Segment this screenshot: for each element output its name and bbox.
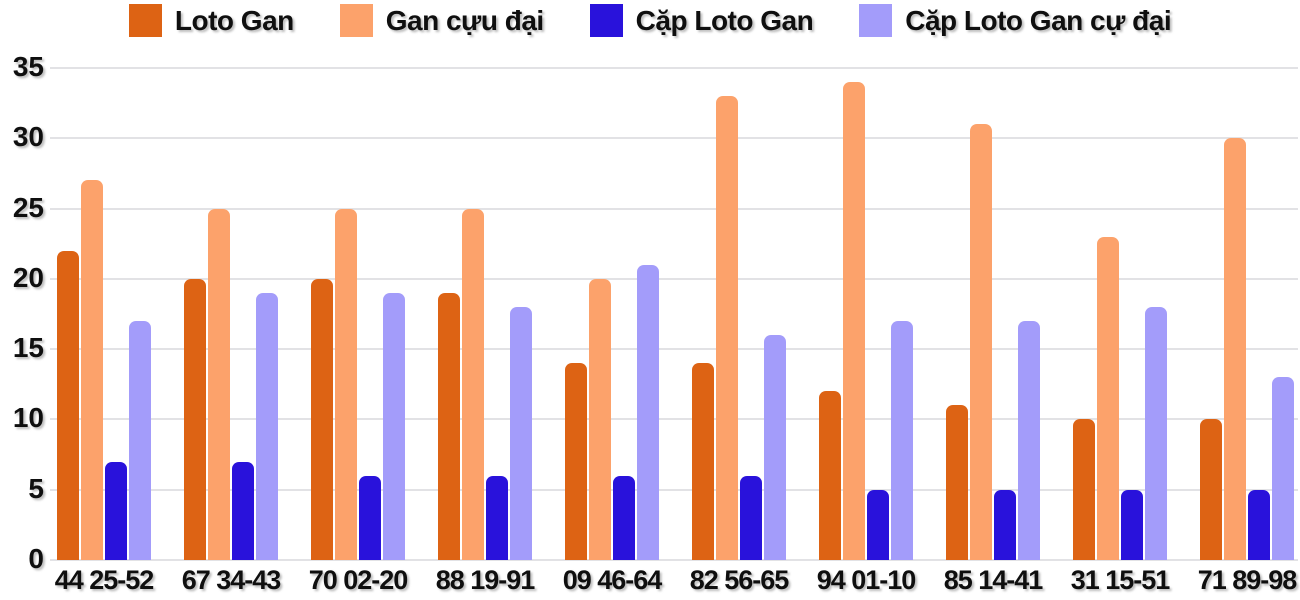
bar-series1-group6[interactable] <box>692 363 714 560</box>
bar-series3-group9[interactable] <box>1121 489 1143 560</box>
bar-series1-group7[interactable] <box>819 391 841 560</box>
legend-swatch-icon <box>859 4 893 37</box>
gridline <box>50 418 1298 421</box>
gridline <box>50 67 1298 69</box>
y-axis-tick-label: 25 <box>12 191 44 223</box>
bar-series2-group5[interactable] <box>589 278 611 560</box>
x-axis-label: 82 56-65 <box>689 565 790 595</box>
bar-series2-group1[interactable] <box>81 180 103 560</box>
bar-series1-group8[interactable] <box>946 405 968 560</box>
bar-series2-group4[interactable] <box>462 208 484 560</box>
bar-series4-group9[interactable] <box>1145 306 1167 560</box>
bar-series2-group10[interactable] <box>1224 138 1246 560</box>
legend-label: Loto Gan <box>174 4 294 36</box>
bar-series3-group2[interactable] <box>232 461 254 560</box>
x-axis-label: 94 01-10 <box>816 565 917 595</box>
y-axis-tick-label: 20 <box>12 261 44 293</box>
bar-series3-group7[interactable] <box>867 489 889 560</box>
bar-series1-group1[interactable] <box>57 250 79 560</box>
y-axis-tick-label: 35 <box>12 51 44 82</box>
legend-item-1[interactable]: Loto Gan <box>128 4 294 37</box>
bar-series4-group6[interactable] <box>764 335 786 560</box>
legend-item-4[interactable]: Cặp Loto Gan cự đại <box>859 4 1172 37</box>
legend-item-2[interactable]: Gan cựu đại <box>339 4 544 37</box>
bar-series2-group6[interactable] <box>716 96 738 560</box>
legend-label: Cặp Loto Gan cự đại <box>905 4 1172 36</box>
bar-series1-group3[interactable] <box>311 278 333 560</box>
gridline <box>50 348 1298 351</box>
gridline <box>50 488 1298 491</box>
y-axis-tick-label: 0 <box>28 543 44 574</box>
x-axis-label: 71 89-98 <box>1197 565 1298 595</box>
legend-swatch-icon <box>589 4 623 37</box>
x-axis-label: 70 02-20 <box>308 565 409 595</box>
bar-series4-group4[interactable] <box>510 306 532 560</box>
legend-item-3[interactable]: Cặp Loto Gan <box>589 4 814 37</box>
bar-series2-group8[interactable] <box>970 124 992 560</box>
bar-series4-group1[interactable] <box>129 321 151 560</box>
gridline <box>50 277 1298 280</box>
y-axis-tick-label: 5 <box>28 472 44 504</box>
bar-series2-group9[interactable] <box>1097 236 1119 560</box>
x-axis-label: 31 15-51 <box>1070 565 1171 595</box>
x-axis-label: 85 14-41 <box>943 565 1044 595</box>
x-axis-label: 44 25-52 <box>54 565 155 595</box>
x-axis-line <box>50 559 1298 561</box>
bar-series1-group10[interactable] <box>1200 419 1222 560</box>
bar-series1-group4[interactable] <box>438 292 460 560</box>
bar-series4-group2[interactable] <box>256 292 278 560</box>
bar-series3-group5[interactable] <box>613 475 635 560</box>
gridline <box>50 207 1298 210</box>
bar-series3-group8[interactable] <box>994 489 1016 560</box>
bar-series4-group3[interactable] <box>383 292 405 560</box>
x-axis-label: 88 19-91 <box>435 565 536 595</box>
bar-series1-group2[interactable] <box>184 278 206 560</box>
y-axis-tick-label: 30 <box>12 121 44 153</box>
gridline <box>50 137 1298 140</box>
x-axis-label: 09 46-64 <box>562 565 663 595</box>
bar-series1-group5[interactable] <box>565 363 587 560</box>
y-axis-tick-label: 15 <box>12 332 44 364</box>
bar-series2-group7[interactable] <box>843 82 865 560</box>
bar-series4-group8[interactable] <box>1018 321 1040 560</box>
bar-series2-group2[interactable] <box>208 208 230 560</box>
x-axis-label: 67 34-43 <box>181 565 282 595</box>
bar-series1-group9[interactable] <box>1073 419 1095 560</box>
bar-series4-group7[interactable] <box>891 321 913 560</box>
bar-series3-group10[interactable] <box>1248 489 1270 560</box>
legend-label: Gan cựu đại <box>385 4 544 36</box>
legend-label: Cặp Loto Gan <box>635 4 814 36</box>
bar-series3-group1[interactable] <box>105 461 127 560</box>
bar-series3-group3[interactable] <box>359 475 381 560</box>
bar-series3-group4[interactable] <box>486 475 508 560</box>
y-axis-tick-label: 10 <box>12 402 44 434</box>
legend: Loto Gan Gan cựu đại Cặp Loto Gan Cặp Loto … <box>0 4 1300 37</box>
bar-series2-group3[interactable] <box>335 208 357 560</box>
legend-swatch-icon <box>339 4 373 37</box>
bar-series4-group5[interactable] <box>637 264 659 560</box>
bar-series4-group10[interactable] <box>1272 377 1294 560</box>
legend-swatch-icon <box>128 4 162 37</box>
bar-series3-group6[interactable] <box>740 475 762 560</box>
